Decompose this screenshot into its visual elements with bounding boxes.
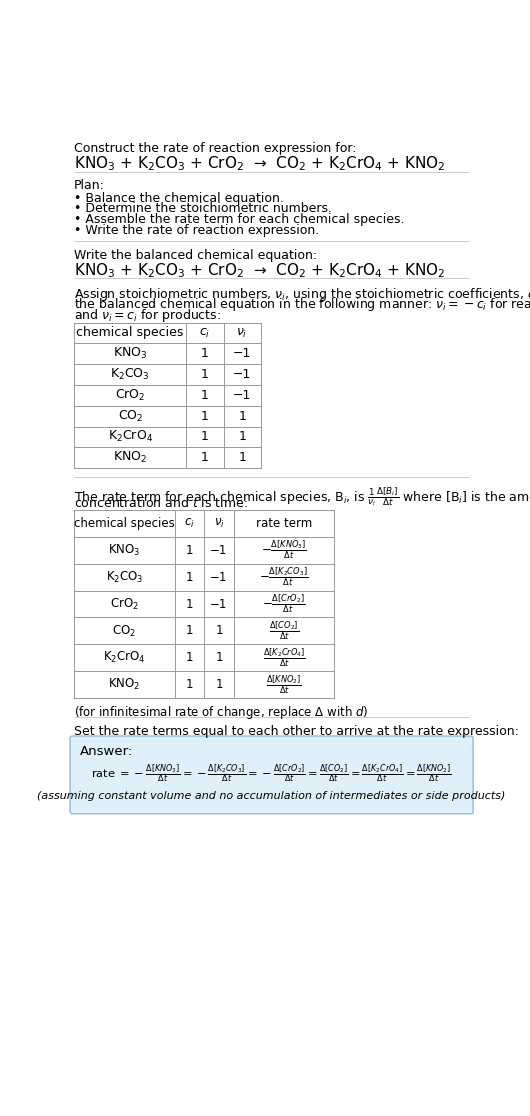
- Text: $-\frac{\Delta[K_2CO_3]}{\Delta t}$: $-\frac{\Delta[K_2CO_3]}{\Delta t}$: [259, 566, 308, 588]
- Text: $\frac{\Delta[CO_2]}{\Delta t}$: $\frac{\Delta[CO_2]}{\Delta t}$: [269, 619, 299, 642]
- Text: K$_2$CO$_3$: K$_2$CO$_3$: [105, 569, 143, 585]
- Text: K$_2$CrO$_4$: K$_2$CrO$_4$: [108, 430, 153, 444]
- Text: chemical species: chemical species: [74, 517, 175, 530]
- Text: −1: −1: [233, 347, 251, 360]
- Text: • Assemble the rate term for each chemical species.: • Assemble the rate term for each chemic…: [74, 213, 404, 227]
- Text: $\frac{\Delta[K_2CrO_4]}{\Delta t}$: $\frac{\Delta[K_2CrO_4]}{\Delta t}$: [262, 646, 305, 670]
- Text: Answer:: Answer:: [80, 744, 134, 758]
- Text: −1: −1: [210, 570, 227, 584]
- Text: $c_i$: $c_i$: [184, 517, 195, 530]
- Text: Plan:: Plan:: [74, 180, 105, 192]
- Text: Construct the rate of reaction expression for:: Construct the rate of reaction expressio…: [74, 142, 357, 155]
- Text: 1: 1: [186, 625, 193, 637]
- Text: $\nu_i$: $\nu_i$: [236, 326, 248, 339]
- Text: 1: 1: [201, 451, 209, 464]
- Text: 1: 1: [201, 347, 209, 360]
- Text: 1: 1: [186, 543, 193, 557]
- Text: K$_2$CO$_3$: K$_2$CO$_3$: [110, 367, 150, 382]
- Text: 1: 1: [238, 431, 246, 443]
- Text: 1: 1: [215, 652, 223, 664]
- Text: rate $= -\frac{\Delta[KNO_3]}{\Delta t} = -\frac{\Delta[K_2CO_3]}{\Delta t} = -\: rate $= -\frac{\Delta[KNO_3]}{\Delta t} …: [91, 762, 452, 786]
- Text: Set the rate terms equal to each other to arrive at the rate expression:: Set the rate terms equal to each other t…: [74, 724, 519, 738]
- Text: 1: 1: [186, 570, 193, 584]
- Text: and $\nu_i = c_i$ for products:: and $\nu_i = c_i$ for products:: [74, 307, 221, 324]
- Text: $-\frac{\Delta[KNO_3]}{\Delta t}$: $-\frac{\Delta[KNO_3]}{\Delta t}$: [261, 539, 307, 561]
- Text: the balanced chemical equation in the following manner: $\nu_i = -c_i$ for react: the balanced chemical equation in the fo…: [74, 297, 530, 314]
- Text: 1: 1: [201, 431, 209, 443]
- Text: CrO$_2$: CrO$_2$: [115, 387, 145, 403]
- Text: KNO$_3$: KNO$_3$: [113, 346, 147, 362]
- Text: 1: 1: [215, 679, 223, 691]
- Text: Write the balanced chemical equation:: Write the balanced chemical equation:: [74, 249, 317, 261]
- Text: • Balance the chemical equation.: • Balance the chemical equation.: [74, 192, 284, 204]
- Text: The rate term for each chemical species, B$_i$, is $\frac{1}{\nu_i}\frac{\Delta[: The rate term for each chemical species,…: [74, 485, 530, 508]
- Text: −1: −1: [210, 597, 227, 610]
- Text: 1: 1: [215, 625, 223, 637]
- Text: $\frac{\Delta[KNO_2]}{\Delta t}$: $\frac{\Delta[KNO_2]}{\Delta t}$: [266, 674, 302, 696]
- Text: 1: 1: [238, 410, 246, 423]
- Text: KNO$_3$: KNO$_3$: [108, 542, 140, 558]
- Text: CO$_2$: CO$_2$: [112, 624, 136, 638]
- Text: 1: 1: [238, 451, 246, 464]
- Text: rate term: rate term: [256, 517, 312, 530]
- Text: (assuming constant volume and no accumulation of intermediates or side products): (assuming constant volume and no accumul…: [38, 791, 506, 801]
- Text: 1: 1: [186, 652, 193, 664]
- Text: K$_2$CrO$_4$: K$_2$CrO$_4$: [103, 651, 146, 665]
- Text: $c_i$: $c_i$: [199, 326, 210, 339]
- Text: 1: 1: [186, 679, 193, 691]
- Text: $-\frac{\Delta[CrO_2]}{\Delta t}$: $-\frac{\Delta[CrO_2]}{\Delta t}$: [262, 593, 306, 615]
- Text: −1: −1: [210, 543, 227, 557]
- Text: −1: −1: [233, 368, 251, 381]
- Text: • Write the rate of reaction expression.: • Write the rate of reaction expression.: [74, 224, 319, 237]
- Text: CO$_2$: CO$_2$: [118, 408, 143, 424]
- Text: 1: 1: [186, 597, 193, 610]
- Text: 1: 1: [201, 388, 209, 402]
- Text: $\nu_i$: $\nu_i$: [214, 517, 224, 530]
- Text: chemical species: chemical species: [76, 327, 184, 339]
- Text: (for infinitesimal rate of change, replace Δ with $d$): (for infinitesimal rate of change, repla…: [74, 704, 368, 721]
- Text: KNO$_3$ + K$_2$CO$_3$ + CrO$_2$  →  CO$_2$ + K$_2$CrO$_4$ + KNO$_2$: KNO$_3$ + K$_2$CO$_3$ + CrO$_2$ → CO$_2$…: [74, 155, 446, 173]
- Text: CrO$_2$: CrO$_2$: [110, 596, 139, 612]
- Text: Assign stoichiometric numbers, $\nu_i$, using the stoichiometric coefficients, $: Assign stoichiometric numbers, $\nu_i$, …: [74, 286, 530, 302]
- FancyBboxPatch shape: [70, 737, 473, 814]
- Text: 1: 1: [201, 410, 209, 423]
- Text: KNO$_2$: KNO$_2$: [108, 677, 140, 692]
- Text: KNO$_3$ + K$_2$CO$_3$ + CrO$_2$  →  CO$_2$ + K$_2$CrO$_4$ + KNO$_2$: KNO$_3$ + K$_2$CO$_3$ + CrO$_2$ → CO$_2$…: [74, 261, 446, 280]
- Text: −1: −1: [233, 388, 251, 402]
- Text: 1: 1: [201, 368, 209, 381]
- Text: concentration and $t$ is time:: concentration and $t$ is time:: [74, 496, 248, 510]
- Text: KNO$_2$: KNO$_2$: [113, 450, 147, 465]
- Text: • Determine the stoichiometric numbers.: • Determine the stoichiometric numbers.: [74, 202, 332, 215]
